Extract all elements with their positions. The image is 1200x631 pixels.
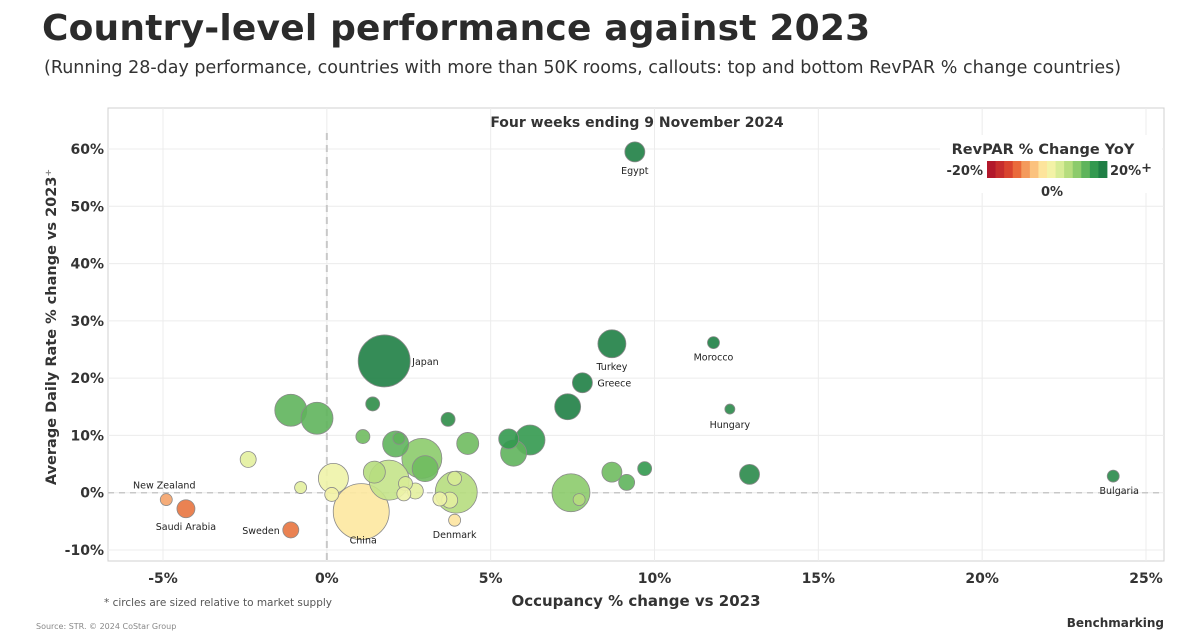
- data-point: [396, 486, 412, 502]
- x-tick-label: 20%: [965, 571, 999, 587]
- data-point: [551, 473, 591, 513]
- data-point: [447, 470, 463, 486]
- callout-label: Morocco: [694, 353, 734, 364]
- point-labels: Egypt Japan Turkey Greece Morocco Hungary Bulg…: [133, 166, 1139, 547]
- legend-swatch: [1029, 161, 1039, 178]
- x-axis-label: Occupancy % change vs 2023: [511, 592, 760, 610]
- x-tick-labels: -5% 0% 5% 10% 15% 20% 25%: [148, 571, 1163, 587]
- data-point: [294, 481, 308, 494]
- y-tick-label: 50%: [70, 199, 104, 215]
- callout-label: Hungary: [710, 420, 751, 431]
- legend-swatch: [1004, 161, 1014, 178]
- legend-mid-label: 0%: [1041, 185, 1063, 200]
- point-bulgaria: [1106, 469, 1120, 483]
- y-tick-label: 0%: [80, 486, 104, 502]
- point-sweden: [282, 521, 300, 539]
- point-saudi-arabia: [176, 499, 196, 519]
- y-tick-label: -10%: [65, 543, 104, 559]
- data-point: [601, 461, 623, 483]
- data-point: [355, 429, 371, 444]
- point-greece: [572, 372, 593, 394]
- data-point: [572, 493, 586, 506]
- x-tick-label: 0%: [315, 571, 339, 587]
- point-denmark: [448, 513, 462, 527]
- x-tick-label: 25%: [1129, 571, 1163, 587]
- legend-swatch: [1072, 161, 1082, 178]
- data-point: [300, 401, 334, 435]
- callout-label: Greece: [597, 379, 631, 390]
- data-point: [637, 461, 653, 477]
- callout-label: Bulgaria: [1100, 486, 1139, 497]
- brand-label: Benchmarking: [1066, 616, 1164, 630]
- callout-label: New Zealand: [133, 481, 195, 492]
- legend-swatch: [1012, 161, 1022, 178]
- data-point: [324, 487, 340, 502]
- legend-swatch: [1055, 161, 1065, 178]
- point-japan: [357, 334, 411, 388]
- y-axis-label-text: Average Daily Rate % change vs 2023: [44, 177, 60, 486]
- y-tick-label: 40%: [70, 257, 104, 273]
- callout-label: Egypt: [621, 166, 649, 177]
- legend-swatch: [1064, 161, 1074, 178]
- callout-label: Sweden: [242, 526, 280, 537]
- x-tick-label: -5%: [148, 571, 178, 587]
- legend-color-scale: [987, 161, 1108, 178]
- callout-label: China: [350, 536, 377, 547]
- page-title: Country-level performance against 2023: [42, 8, 871, 49]
- footnote: * circles are sized relative to market s…: [104, 597, 333, 609]
- data-point: [554, 393, 582, 421]
- data-point: [362, 460, 386, 484]
- legend-swatch: [1047, 161, 1056, 178]
- legend-title: RevPAR % Change YoY: [952, 142, 1135, 158]
- legend: RevPAR % Change YoY -20% 20%+ 0%: [940, 135, 1162, 200]
- callout-label: Denmark: [433, 530, 477, 541]
- y-tick-labels: -10% 0% 10% 20% 30% 40% 50% 60%: [65, 142, 104, 559]
- callout-label: Saudi Arabia: [156, 522, 216, 533]
- legend-swatch: [1081, 161, 1091, 178]
- source-note: Source: STR. © 2024 CoStar Group: [36, 622, 177, 631]
- y-axis-label-suffix: ⁺: [44, 169, 60, 177]
- y-axis-label: Average Daily Rate % change vs 2023⁺: [44, 169, 60, 485]
- legend-swatch: [1089, 161, 1099, 178]
- y-tick-label: 10%: [70, 428, 104, 444]
- point-new-zealand: [159, 493, 173, 506]
- point-morocco: [707, 336, 720, 350]
- data-point: [739, 463, 760, 485]
- data-point: [618, 474, 636, 491]
- data-point: [239, 451, 257, 468]
- point-hungary: [724, 403, 736, 415]
- callout-label: Turkey: [595, 362, 627, 373]
- data-point: [456, 432, 480, 455]
- data-point: [392, 431, 406, 445]
- legend-swatch: [987, 161, 996, 178]
- x-tick-label: 10%: [638, 571, 672, 587]
- y-tick-label: 30%: [70, 314, 104, 330]
- x-tick-label: 5%: [479, 571, 503, 587]
- data-points: [159, 141, 1120, 541]
- legend-swatch: [1038, 161, 1048, 178]
- data-point: [411, 455, 439, 483]
- y-tick-label: 20%: [70, 371, 104, 387]
- legend-max-label: 20%+: [1110, 161, 1152, 179]
- data-point: [365, 396, 381, 412]
- legend-swatch: [995, 161, 1005, 178]
- point-egypt: [624, 141, 646, 163]
- point-turkey: [597, 329, 627, 359]
- legend-swatch: [1098, 161, 1108, 178]
- callout-label: Japan: [411, 357, 439, 368]
- point-china: [332, 483, 390, 541]
- legend-max-value: 20%: [1110, 164, 1141, 179]
- x-tick-label: 15%: [802, 571, 836, 587]
- page-subtitle: (Running 28-day performance, countries w…: [44, 58, 1122, 78]
- data-point: [432, 491, 448, 507]
- legend-max-suffix: +: [1141, 161, 1152, 176]
- legend-min-label: -20%: [946, 164, 983, 179]
- y-tick-label: 60%: [70, 142, 104, 158]
- data-point: [440, 411, 456, 427]
- data-point: [498, 428, 520, 450]
- chart-title: Four weeks ending 9 November 2024: [490, 115, 784, 131]
- legend-swatch: [1021, 161, 1031, 178]
